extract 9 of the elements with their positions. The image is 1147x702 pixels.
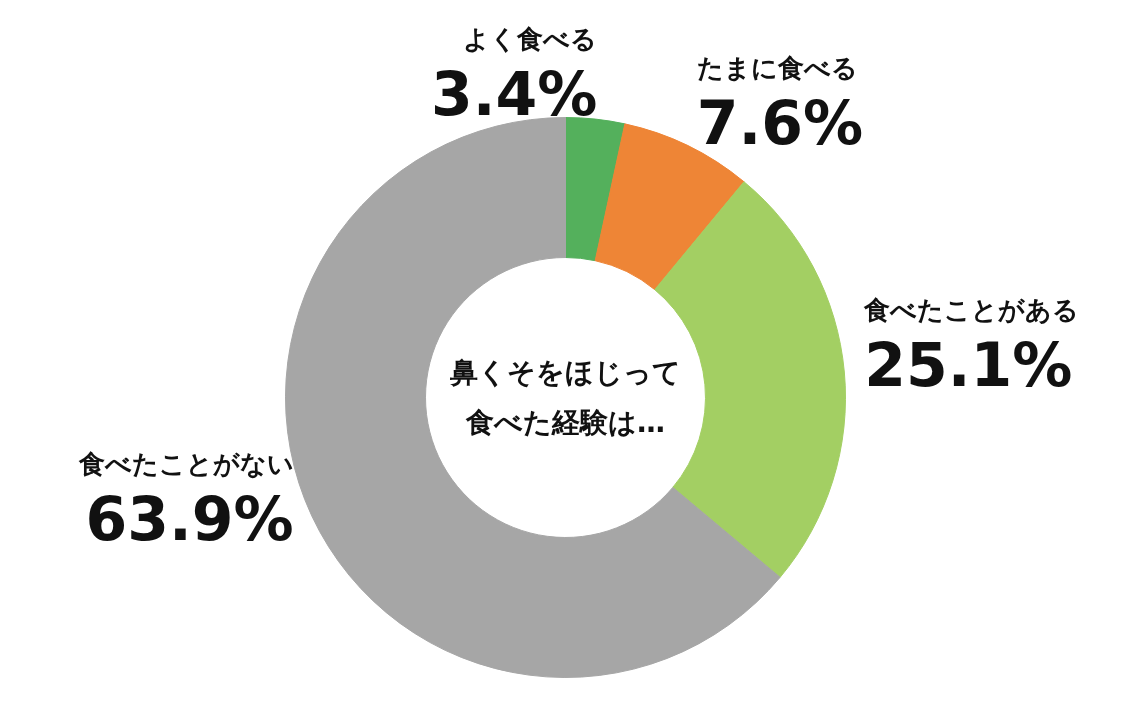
data-label: 63.9% [85, 484, 294, 555]
slice-label: よく食べる [463, 24, 598, 55]
data-label: 3.4% [431, 59, 598, 130]
data-label: 25.1% [864, 330, 1073, 401]
slice-label: 食べたことがある [863, 295, 1080, 326]
text: 鼻くそをほじって食べた経験は… [449, 356, 681, 439]
data-label: 7.6% [696, 87, 864, 158]
slice-label: 食べたことがない [77, 449, 294, 480]
slice-label: たまに食べる [696, 52, 858, 83]
